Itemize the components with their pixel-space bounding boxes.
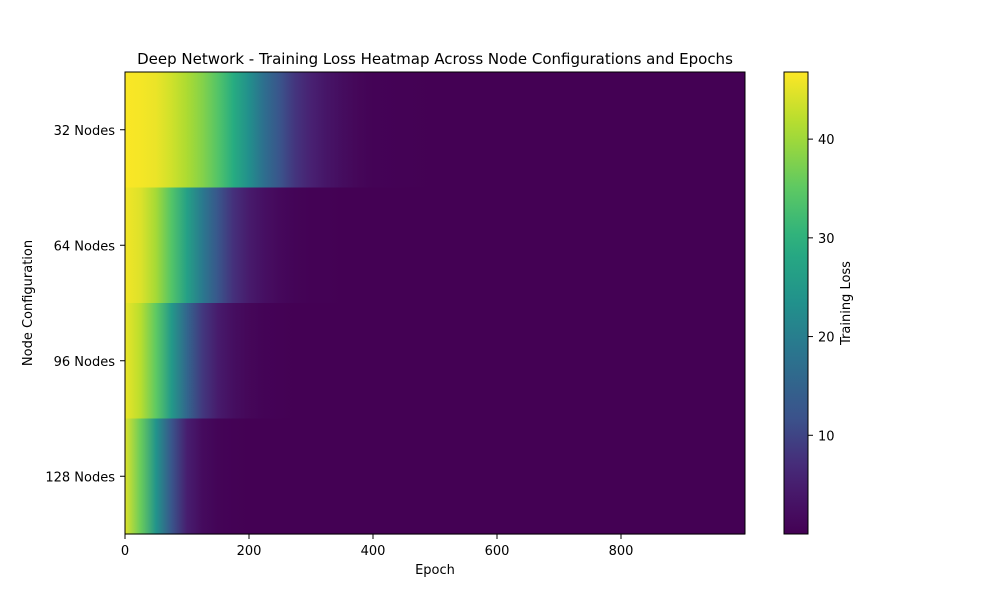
x-tick-label: 800 [609, 544, 634, 559]
colorbar-tick-label: 20 [818, 331, 835, 346]
y-axis-label: Node Configuration [21, 240, 36, 366]
chart-title: Deep Network - Training Loss Heatmap Acr… [137, 50, 733, 68]
x-tick-label: 600 [485, 544, 510, 559]
colorbar: 10 20 30 40 [783, 71, 835, 535]
y-tick-label: 128 Nodes [45, 470, 115, 485]
x-axis: 0 200 400 600 800 [121, 534, 634, 559]
x-tick-label: 200 [237, 544, 262, 559]
x-axis-label: Epoch [415, 563, 455, 578]
heatmap-row [125, 72, 745, 189]
colorbar-tick-label: 10 [818, 429, 835, 444]
heatmap-row [125, 418, 745, 535]
plot-frame [124, 71, 746, 535]
x-tick-label: 400 [361, 544, 386, 559]
y-axis: 32 Nodes 64 Nodes 96 Nodes 128 Nodes [45, 124, 125, 485]
heatmap-plot-area [124, 71, 746, 535]
y-tick-label: 64 Nodes [54, 239, 116, 254]
y-tick-label: 32 Nodes [54, 124, 116, 139]
x-tick-label: 0 [121, 544, 129, 559]
colorbar-tick-label: 40 [818, 133, 835, 148]
heatmap-row [125, 187, 745, 304]
colorbar-tick-label: 30 [818, 232, 835, 247]
colorbar-label: Training Loss [839, 261, 854, 346]
colorbar-gradient [783, 71, 809, 535]
heatmap-row [125, 303, 745, 420]
y-tick-label: 96 Nodes [54, 355, 116, 370]
